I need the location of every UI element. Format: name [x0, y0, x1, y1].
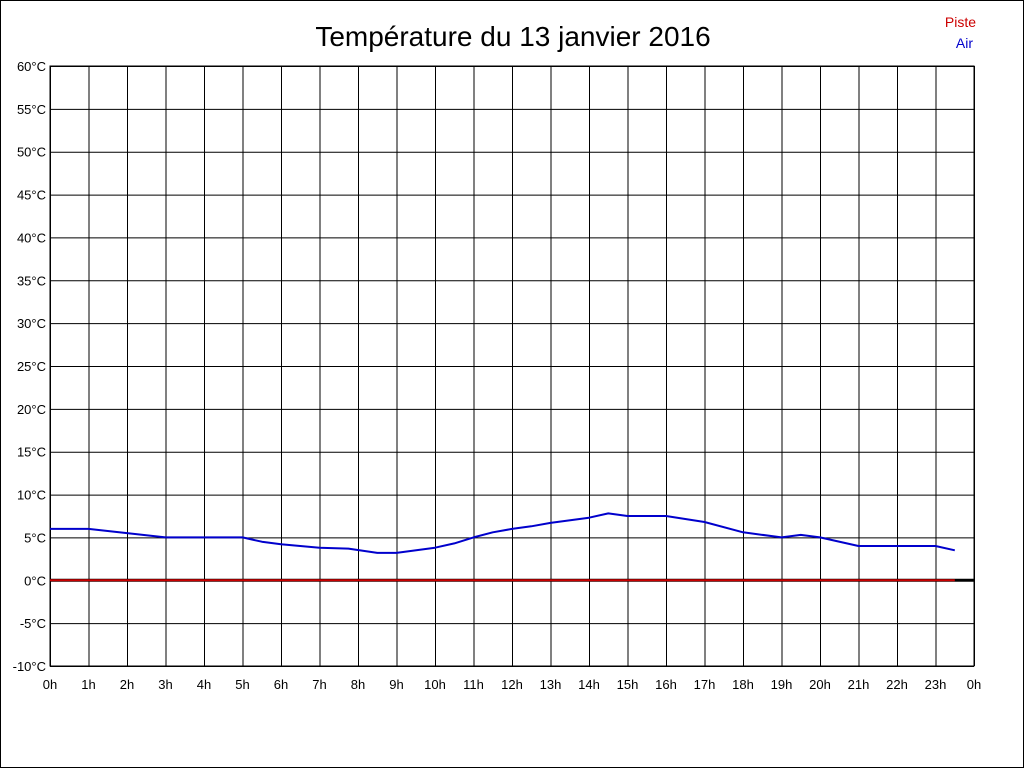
y-tick-label: 15°C	[17, 445, 46, 460]
x-tick-label: 23h	[925, 677, 947, 692]
x-tick-label: 7h	[312, 677, 326, 692]
x-tick-label: 0h	[43, 677, 57, 692]
x-tick-label: 0h	[967, 677, 981, 692]
chart-legend: Piste Air	[945, 14, 976, 51]
x-tick-label: 14h	[578, 677, 600, 692]
chart-title: Température du 13 janvier 2016	[315, 21, 710, 52]
x-tick-label: 8h	[351, 677, 365, 692]
series-line-air	[50, 512, 956, 554]
legend-entry-piste: Piste	[945, 14, 976, 30]
y-axis-tick-labels: -10°C -5°C 0°C 5°C 10°C 15°C 20°C 25°C 30°C 35°C 4…	[13, 59, 46, 674]
y-tick-label: 50°C	[17, 145, 46, 160]
y-tick-label: 35°C	[17, 273, 46, 288]
y-tick-label: 25°C	[17, 359, 46, 374]
x-tick-label: 18h	[732, 677, 754, 692]
x-tick-label: 4h	[197, 677, 211, 692]
x-tick-label: 2h	[120, 677, 134, 692]
x-axis-tick-labels: 0h 1h 2h 3h 4h 5h 6h 7h 8h 9h 10h 11h 12h 13h 14h 15h 16…	[43, 677, 981, 692]
x-tick-label: 11h	[463, 677, 484, 692]
x-tick-label: 22h	[886, 677, 908, 692]
y-tick-label: -5°C	[20, 616, 46, 631]
chart-grid	[49, 65, 975, 667]
y-tick-label: 40°C	[17, 230, 46, 245]
x-tick-label: 19h	[771, 677, 793, 692]
y-tick-label: 0°C	[24, 573, 46, 588]
x-tick-label: 9h	[389, 677, 403, 692]
y-tick-label: 55°C	[17, 102, 46, 117]
x-tick-label: 10h	[424, 677, 446, 692]
y-tick-label: 30°C	[17, 316, 46, 331]
x-tick-label: 13h	[540, 677, 562, 692]
y-tick-label: 45°C	[17, 188, 46, 203]
x-tick-label: 12h	[501, 677, 523, 692]
y-tick-label: 20°C	[17, 402, 46, 417]
x-tick-label: 15h	[617, 677, 639, 692]
x-tick-label: 16h	[655, 677, 677, 692]
y-tick-label: 10°C	[17, 488, 46, 503]
x-tick-label: 21h	[848, 677, 870, 692]
x-tick-label: 17h	[694, 677, 716, 692]
legend-entry-air: Air	[956, 35, 973, 51]
x-tick-label: 3h	[158, 677, 172, 692]
x-tick-label: 5h	[235, 677, 249, 692]
y-tick-label: -10°C	[13, 659, 46, 674]
chart-series	[50, 512, 956, 582]
x-tick-label: 20h	[809, 677, 831, 692]
y-tick-label: 5°C	[24, 530, 46, 545]
y-tick-label: 60°C	[17, 59, 46, 74]
x-tick-label: 6h	[274, 677, 288, 692]
x-tick-label: 1h	[81, 677, 95, 692]
